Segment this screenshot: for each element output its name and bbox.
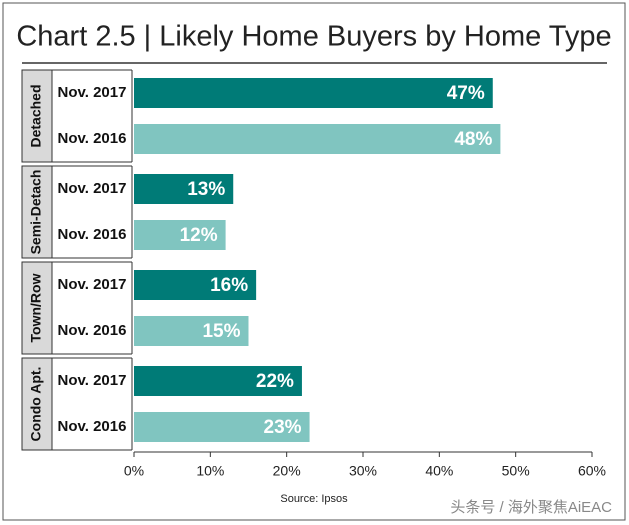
value-label: 16%: [210, 275, 248, 296]
bar: [134, 78, 493, 108]
bar: [134, 270, 257, 300]
bar: [134, 174, 234, 204]
group-cell: [21, 165, 53, 259]
x-tick-label: 20%: [273, 463, 301, 479]
series-label: Nov. 2016: [58, 418, 127, 435]
series-label: Nov. 2016: [58, 322, 127, 339]
series-label: Nov. 2017: [58, 372, 127, 389]
value-label: 12%: [180, 225, 218, 246]
series-label: Nov. 2016: [58, 130, 127, 147]
series-label: Nov. 2016: [58, 226, 127, 243]
source: Source: Ipsos: [280, 493, 348, 505]
category-label: Condo Apt.: [28, 367, 44, 442]
series-label: Nov. 2017: [58, 84, 127, 101]
bar: [134, 412, 310, 442]
value-label: 47%: [447, 83, 485, 104]
chart-title: Chart 2.5 | Likely Home Buyers by Home T…: [16, 21, 611, 53]
value-label: 15%: [202, 321, 240, 342]
series-label: Nov. 2017: [58, 180, 127, 197]
value-label: 13%: [187, 179, 225, 200]
x-tick-label: 10%: [196, 463, 224, 479]
bar: [134, 220, 226, 250]
group-cell: [21, 357, 53, 451]
x-tick-label: 30%: [349, 463, 377, 479]
group-cell: [21, 261, 53, 355]
watermark: 头条号 / 海外聚焦AiEAC: [450, 499, 612, 516]
x-tick-label: 40%: [425, 463, 453, 479]
value-label: 23%: [264, 417, 302, 438]
category-label: Town/Row: [28, 273, 44, 342]
x-tick-label: 60%: [578, 463, 606, 479]
series-label: Nov. 2017: [58, 276, 127, 293]
bar: [134, 124, 501, 154]
bar: [134, 316, 249, 346]
category-label: Detached: [28, 84, 44, 147]
bar: [134, 366, 302, 396]
group-cell: [21, 69, 53, 163]
value-label: 22%: [256, 371, 294, 392]
x-tick-label: 50%: [502, 463, 530, 479]
category-label: Semi-Detach: [28, 170, 44, 255]
x-tick-label: 0%: [124, 463, 144, 479]
value-label: 48%: [454, 129, 492, 150]
